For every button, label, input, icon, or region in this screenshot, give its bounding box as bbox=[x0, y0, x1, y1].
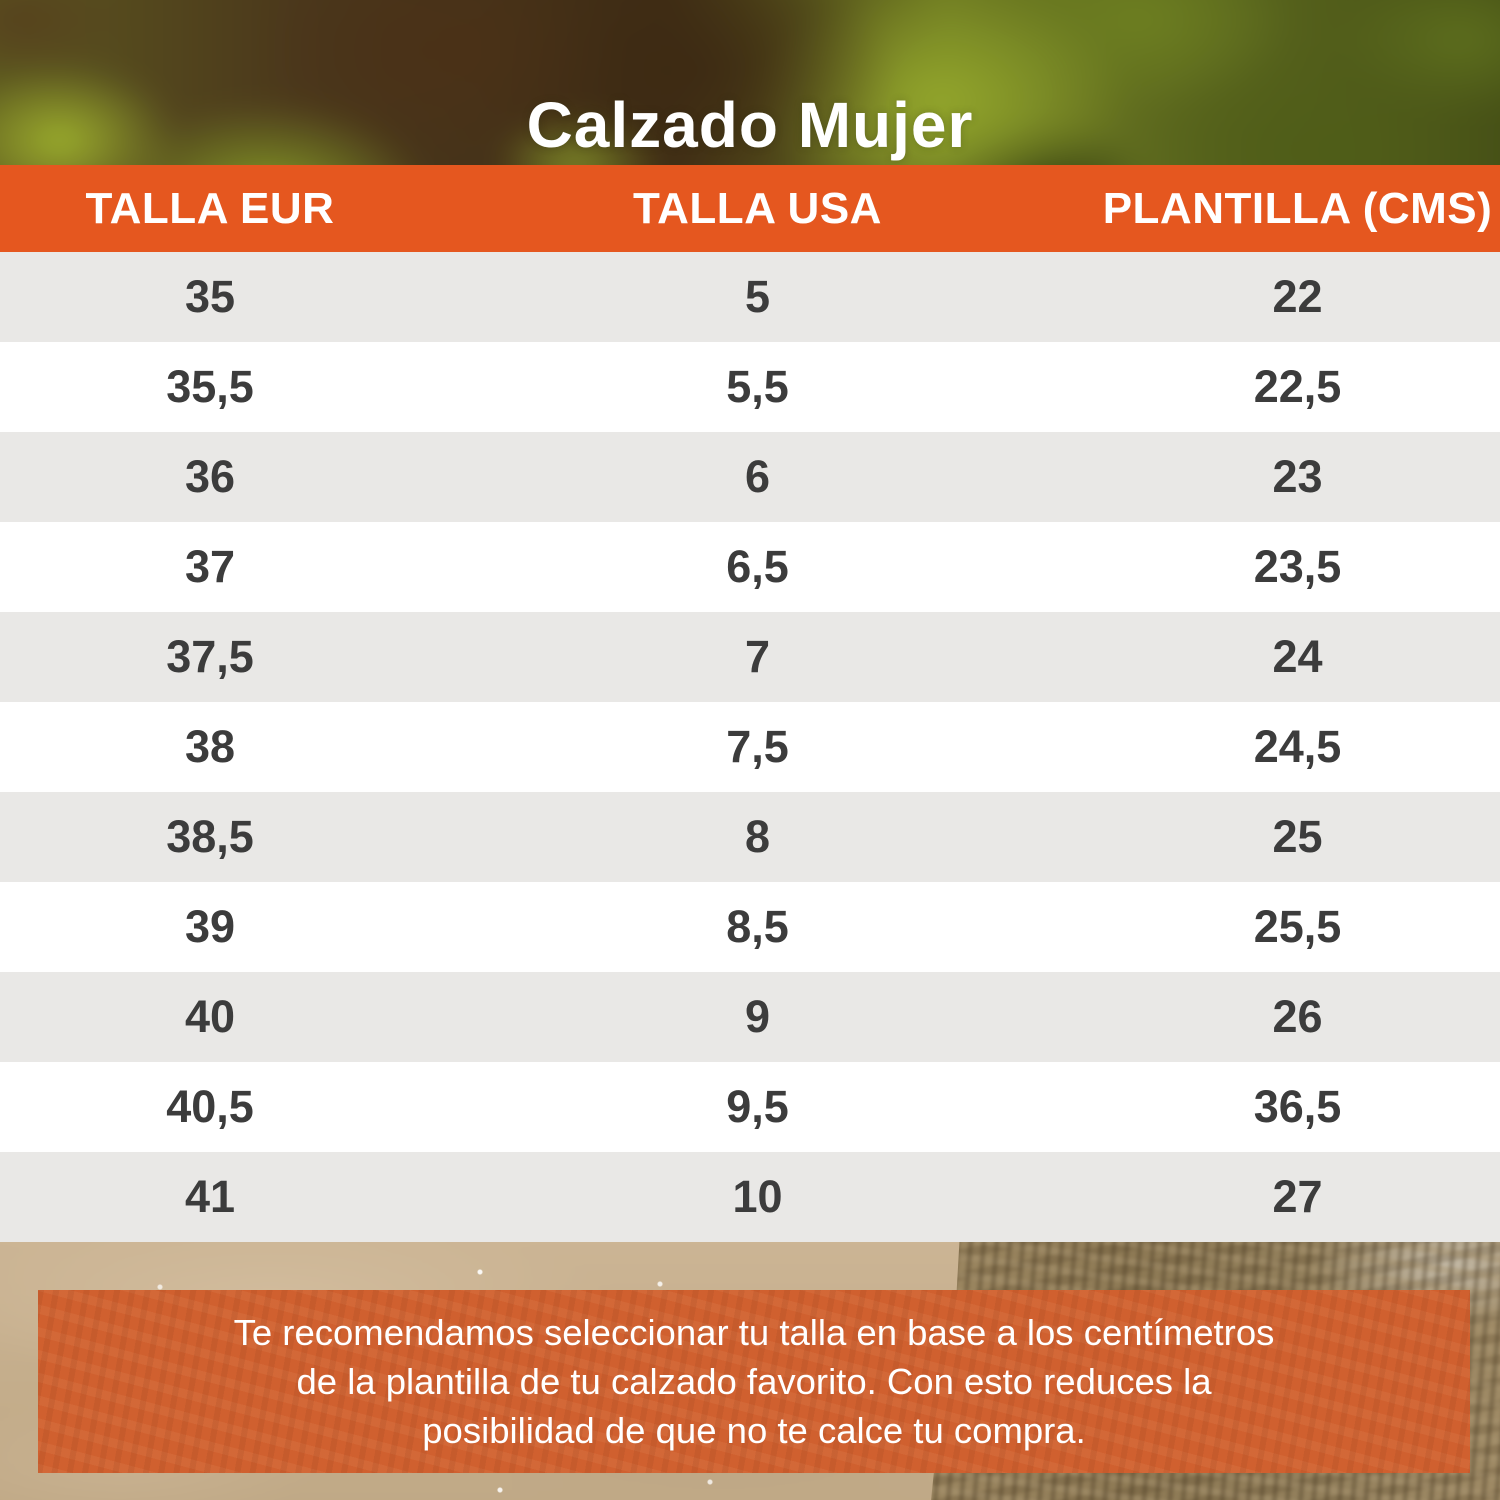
table-row: 39 8,5 25,5 bbox=[0, 882, 1500, 972]
note-line-3: posibilidad de que no te calce tu compra… bbox=[422, 1410, 1086, 1451]
note-line-2: de la plantilla de tu calzado favorito. … bbox=[296, 1361, 1212, 1402]
table-header-row: TALLA EUR TALLA USA PLANTILLA (CMS) bbox=[0, 165, 1500, 252]
cell-talla-eur: 38,5 bbox=[166, 811, 254, 862]
note-line-1: Te recomendamos seleccionar tu talla en … bbox=[233, 1312, 1275, 1353]
table-row: 37 6,5 23,5 bbox=[0, 522, 1500, 612]
table-row: 37,5 7 24 bbox=[0, 612, 1500, 702]
table-row: 36 6 23 bbox=[0, 432, 1500, 522]
cell-talla-usa: 6 bbox=[744, 451, 771, 502]
cell-plantilla-cms: 24,5 bbox=[1253, 721, 1342, 772]
column-header-talla-usa: TALLA USA bbox=[633, 183, 882, 233]
cell-talla-usa: 8 bbox=[744, 811, 771, 862]
column-header-talla-eur: TALLA EUR bbox=[85, 183, 335, 233]
cell-talla-eur: 39 bbox=[184, 901, 236, 952]
column-header-plantilla-cms: PLANTILLA (CMS) bbox=[1102, 183, 1493, 233]
cell-talla-eur: 38 bbox=[184, 721, 236, 772]
cell-talla-eur: 35,5 bbox=[166, 361, 254, 412]
cell-talla-eur: 35 bbox=[184, 271, 236, 322]
table-row: 40 9 26 bbox=[0, 972, 1500, 1062]
cell-talla-usa: 5,5 bbox=[726, 361, 789, 412]
table-row: 35 5 22 bbox=[0, 252, 1500, 342]
cell-talla-usa: 9,5 bbox=[726, 1081, 789, 1132]
cell-talla-eur: 37,5 bbox=[166, 631, 254, 682]
cell-talla-usa: 6,5 bbox=[726, 541, 789, 592]
cell-talla-usa: 10 bbox=[732, 1171, 783, 1222]
table-body: 35 5 22 35,5 5,5 22,5 36 6 23 37 6,5 23,… bbox=[0, 252, 1500, 1242]
cell-plantilla-cms: 36,5 bbox=[1253, 1081, 1342, 1132]
table-row: 40,5 9,5 36,5 bbox=[0, 1062, 1500, 1152]
cell-talla-eur: 37 bbox=[184, 541, 236, 592]
table-row: 38 7,5 24,5 bbox=[0, 702, 1500, 792]
cell-talla-usa: 7,5 bbox=[726, 721, 789, 772]
cell-talla-eur: 36 bbox=[184, 451, 236, 502]
top-photo-banner: Calzado Mujer bbox=[0, 0, 1500, 165]
page-title: Calzado Mujer bbox=[526, 89, 974, 162]
table-row: 35,5 5,5 22,5 bbox=[0, 342, 1500, 432]
cell-plantilla-cms: 25,5 bbox=[1253, 901, 1342, 952]
cell-plantilla-cms: 27 bbox=[1272, 1171, 1323, 1222]
cell-plantilla-cms: 24 bbox=[1272, 631, 1323, 682]
cell-plantilla-cms: 22 bbox=[1272, 271, 1323, 322]
cell-talla-usa: 5 bbox=[744, 271, 771, 322]
recommendation-note-box: Te recomendamos seleccionar tu talla en … bbox=[38, 1290, 1470, 1473]
cell-talla-eur: 40,5 bbox=[166, 1081, 254, 1132]
cell-plantilla-cms: 25 bbox=[1272, 811, 1323, 862]
table-row: 41 10 27 bbox=[0, 1152, 1500, 1242]
cell-plantilla-cms: 22,5 bbox=[1253, 361, 1342, 412]
bottom-photo-banner: Te recomendamos seleccionar tu talla en … bbox=[0, 1242, 1500, 1500]
table-row: 38,5 8 25 bbox=[0, 792, 1500, 882]
cell-plantilla-cms: 23,5 bbox=[1253, 541, 1342, 592]
cell-talla-eur: 40 bbox=[184, 991, 236, 1042]
vegetation-photo-background bbox=[0, 0, 1500, 165]
cell-plantilla-cms: 26 bbox=[1272, 991, 1323, 1042]
cell-plantilla-cms: 23 bbox=[1272, 451, 1323, 502]
cell-talla-usa: 8,5 bbox=[726, 901, 789, 952]
cell-talla-usa: 9 bbox=[744, 991, 771, 1042]
cell-talla-usa: 7 bbox=[744, 631, 771, 682]
cell-talla-eur: 41 bbox=[184, 1171, 236, 1222]
